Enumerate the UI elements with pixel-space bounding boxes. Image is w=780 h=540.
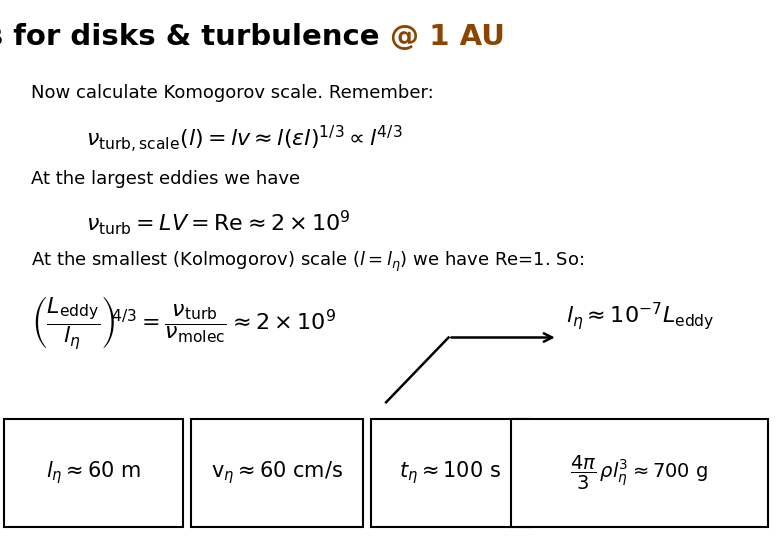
Text: $t_\eta \approx 100\ \mathrm{s}$: $t_\eta \approx 100\ \mathrm{s}$ xyxy=(399,459,502,486)
Text: $\nu_{\mathrm{turb,scale}}(l) = lv \approx l(\varepsilon l)^{1/3} \propto l^{4/3: $\nu_{\mathrm{turb,scale}}(l) = lv \appr… xyxy=(86,123,402,154)
Text: $\left(\dfrac{L_{\mathrm{eddy}}}{l_\eta}\right)^{\!\!4/3}= \dfrac{\nu_{\mathrm{t: $\left(\dfrac{L_{\mathrm{eddy}}}{l_\eta}… xyxy=(31,294,336,352)
FancyBboxPatch shape xyxy=(4,418,183,526)
Text: $\mathrm{v}_\eta \approx 60\ \mathrm{cm/s}$: $\mathrm{v}_\eta \approx 60\ \mathrm{cm/… xyxy=(211,459,343,486)
Text: Now calculate Komogorov scale. Remember:: Now calculate Komogorov scale. Remember: xyxy=(31,84,434,102)
Text: $l_\eta \approx 10^{-7} L_{\mathrm{eddy}}$: $l_\eta \approx 10^{-7} L_{\mathrm{eddy}… xyxy=(566,300,714,332)
Text: At the largest eddies we have: At the largest eddies we have xyxy=(31,170,300,188)
Text: @ 1 AU: @ 1 AU xyxy=(390,23,505,51)
Text: At the smallest (Kolmogorov) scale ($l{=}l_\eta$) we have Re=1. So:: At the smallest (Kolmogorov) scale ($l{=… xyxy=(31,249,584,274)
FancyBboxPatch shape xyxy=(370,418,530,526)
Text: Estimates for disks & turbulence: Estimates for disks & turbulence xyxy=(0,23,390,51)
FancyBboxPatch shape xyxy=(191,418,363,526)
Text: $\nu_{\mathrm{turb}} = LV = \mathrm{Re} \approx 2 \times 10^9$: $\nu_{\mathrm{turb}} = LV = \mathrm{Re} … xyxy=(86,208,351,237)
Text: $\dfrac{4\pi}{3}\,\rho l_\eta^3 \approx 700\ \mathrm{g}$: $\dfrac{4\pi}{3}\,\rho l_\eta^3 \approx … xyxy=(570,454,709,491)
Text: $l_\eta \approx 60\ \mathrm{m}$: $l_\eta \approx 60\ \mathrm{m}$ xyxy=(46,459,141,486)
FancyBboxPatch shape xyxy=(511,418,768,526)
